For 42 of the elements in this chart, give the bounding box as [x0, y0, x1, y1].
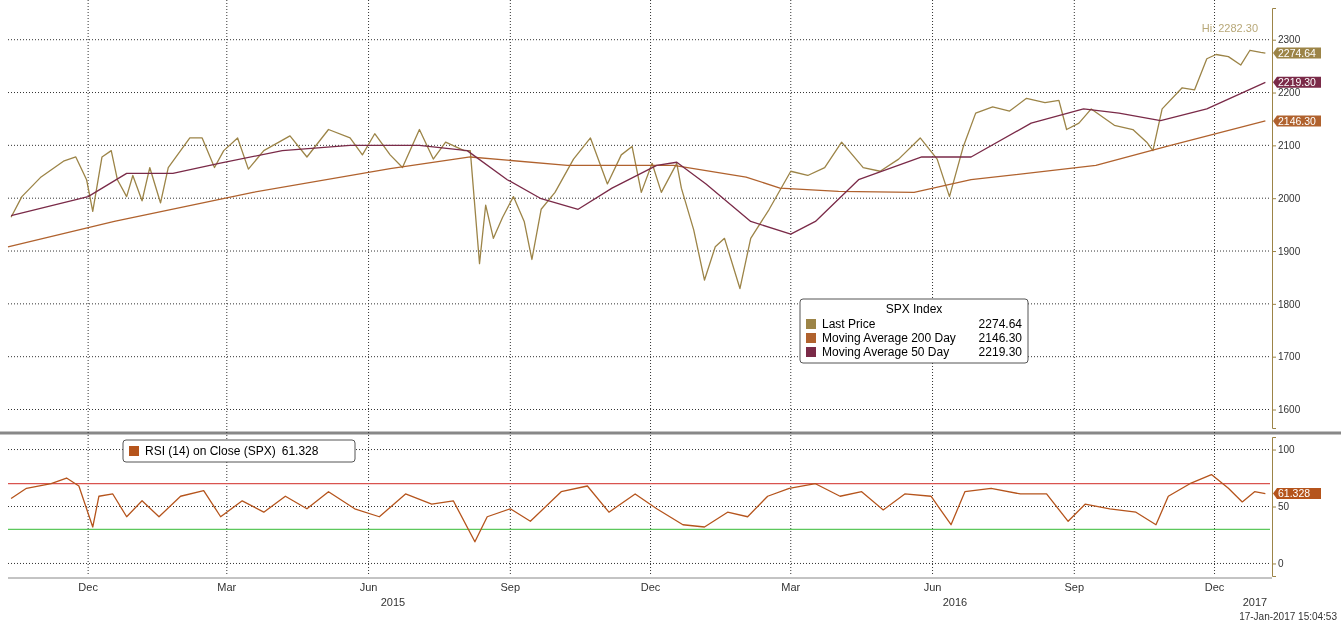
text: 2219.30 — [978, 345, 1022, 359]
y-tick-label: 1600 — [1278, 404, 1301, 416]
y-tick-label: 2200 — [1278, 87, 1301, 99]
x-tick-label: Mar — [781, 581, 801, 593]
line-series — [7, 120, 1267, 248]
annotation: Hi: 2282.30 — [1201, 22, 1258, 34]
text: 2146.30 — [978, 331, 1022, 345]
line-series — [10, 49, 1267, 290]
text: 2015 — [380, 596, 406, 608]
legend-label: RSI (14) on Close (SPX) — [145, 444, 276, 458]
legend-label: Moving Average 50 Day — [822, 345, 950, 359]
legend-title: SPX Index — [885, 302, 943, 316]
x-tick-label: Sep — [1064, 581, 1085, 593]
y-tick-label: 2000 — [1278, 192, 1301, 204]
text: 2017 — [1242, 596, 1268, 608]
y-tick-label: 1800 — [1278, 298, 1301, 310]
y-tick-label: 1700 — [1278, 351, 1301, 363]
y-tick-label: 100 — [1278, 444, 1296, 456]
x-tick-label: Sep — [500, 581, 521, 593]
x-tick-label: Jun — [359, 581, 378, 593]
line-series — [10, 81, 1267, 235]
x-tick-label: Dec — [78, 581, 99, 593]
text: 2016 — [942, 596, 968, 608]
data-label: 2274.64 — [1278, 46, 1317, 59]
text: 61.328 — [281, 444, 319, 458]
x-tick-label: Mar — [217, 581, 237, 593]
data-label: 2219.30 — [1278, 76, 1317, 89]
line-series — [10, 473, 1267, 543]
x-tick-label: Jun — [923, 581, 942, 593]
y-tick-label: 50 — [1278, 501, 1290, 513]
y-tick-label: 1900 — [1278, 245, 1301, 257]
x-tick-label: Dec — [640, 581, 661, 593]
legend-label: Last Price — [822, 317, 876, 331]
data-label: 2146.30 — [1278, 114, 1317, 127]
y-tick-label: 2100 — [1278, 140, 1301, 152]
x-tick-label: Dec — [1204, 581, 1225, 593]
data-label: 61.328 — [1278, 487, 1311, 500]
y-tick-label: 0 — [1278, 558, 1284, 570]
y-tick-label: 2300 — [1278, 34, 1301, 46]
text: 2274.64 — [978, 317, 1022, 331]
legend-label: Moving Average 200 Day — [822, 331, 956, 345]
text: 17-Jan-2017 15:04:53 — [1239, 611, 1338, 622]
